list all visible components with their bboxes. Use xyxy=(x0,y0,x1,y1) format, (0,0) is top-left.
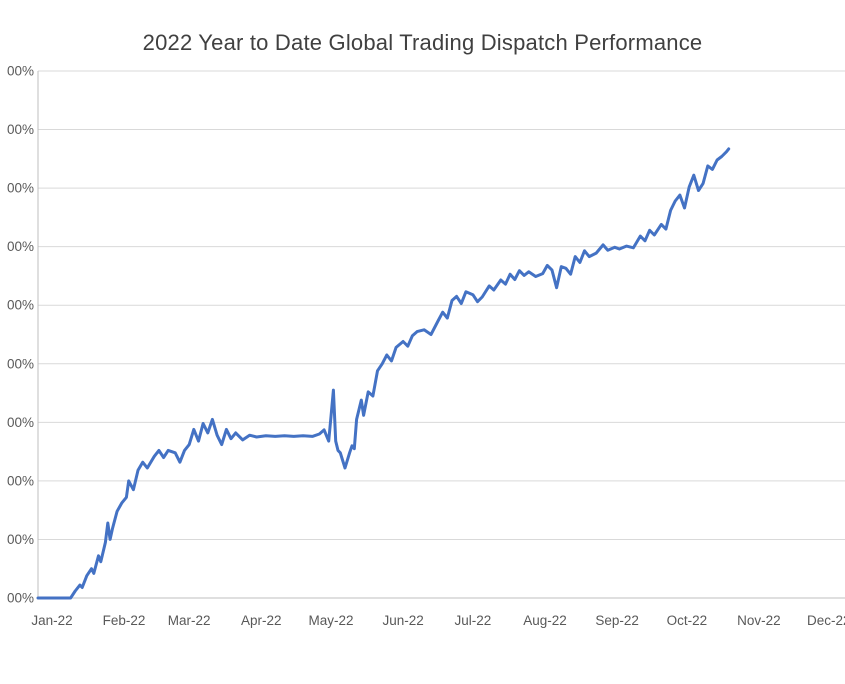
x-tick-label: Dec-22 xyxy=(807,613,845,628)
y-tick-label: 00% xyxy=(7,122,34,137)
y-tick-label: 00% xyxy=(7,473,34,488)
x-tick-label: Jan-22 xyxy=(31,613,72,628)
y-tick-label: 00% xyxy=(7,239,34,254)
x-tick-label: Aug-22 xyxy=(523,613,567,628)
x-tick-label: Jul-22 xyxy=(455,613,492,628)
series-line xyxy=(36,147,731,600)
x-tick-label: Apr-22 xyxy=(241,613,282,628)
y-tick-label: 00% xyxy=(7,532,34,547)
y-tick-label: 00% xyxy=(7,64,34,79)
x-tick-label: Feb-22 xyxy=(103,613,146,628)
x-tick-label: May-22 xyxy=(309,613,354,628)
chart-title: 2022 Year to Date Global Trading Dispatc… xyxy=(142,30,703,55)
y-tick-label: 00% xyxy=(7,298,34,313)
x-tick-label: Sep-22 xyxy=(595,613,639,628)
x-tick-label: Mar-22 xyxy=(168,613,211,628)
x-tick-label: Jun-22 xyxy=(382,613,423,628)
y-tick-label: 00% xyxy=(7,591,34,606)
y-tick-label: 00% xyxy=(7,181,34,196)
x-tick-label: Nov-22 xyxy=(737,613,781,628)
y-tick-label: 00% xyxy=(7,415,34,430)
y-tick-label: 00% xyxy=(7,356,34,371)
x-tick-label: Oct-22 xyxy=(667,613,708,628)
